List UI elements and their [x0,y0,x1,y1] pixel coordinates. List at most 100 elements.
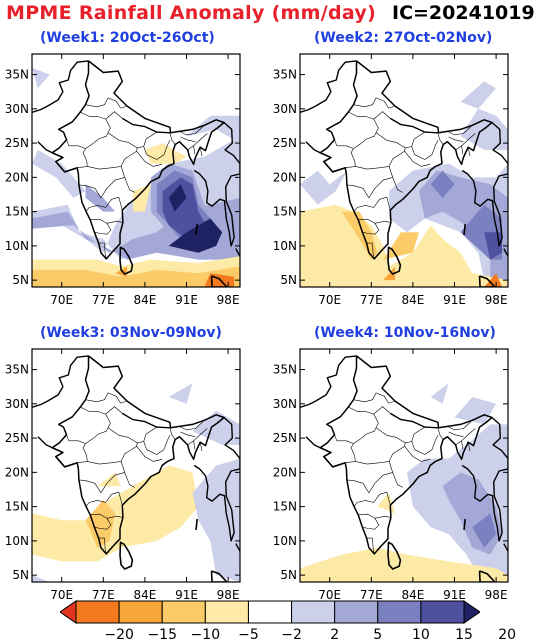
afghan-border [300,355,357,408]
lat-tick-label: 15N [5,205,29,219]
sumatra-outline [210,275,228,287]
colorbar-label: −5 [238,627,259,643]
map-frame [299,53,509,288]
sumatra-outline [210,570,228,582]
state-boundary [120,461,135,488]
lon-tick-label: 77E [360,293,383,307]
lat-tick-label: 30N [273,102,297,116]
state-boundary [78,472,125,494]
anomaly-region-dry-strong [484,273,503,287]
state-boundary [85,392,128,404]
lon-tick-label: 77E [92,588,115,602]
colorbar-swatch [420,600,465,624]
state-boundary [375,426,425,444]
state-boundary [180,431,196,437]
colorbar-label: 5 [373,627,383,643]
colorbar-label: −2 [281,627,302,643]
lat-tick-label: 5N [280,568,297,582]
andaman-islands [463,518,467,531]
anomaly-region-wet-faint [32,67,50,89]
map-week1: 35N 30N 25N 20N 15N 10N 5N 70E 77E 84E 91E 98E [5,53,241,307]
state-boundary [375,131,425,149]
lon-tick-label: 84E [133,588,156,602]
state-boundary [120,166,135,193]
thai-gulf-border [235,543,240,552]
lat-tick-label: 5N [12,568,29,582]
colorbar-label: 2 [330,627,340,643]
state-boundary [461,133,476,147]
state-boundary [346,177,393,199]
state-boundary [78,177,125,199]
state-boundary [447,125,473,136]
colorbar [60,600,480,624]
pakistan-border [305,141,346,173]
burma-border [461,121,508,247]
india-border [51,60,225,260]
state-boundary [193,133,208,147]
anomaly-field [300,349,508,582]
lon-tick-label: 84E [401,588,424,602]
nepal-s-border [389,117,438,134]
state-boundary [353,491,391,507]
map-outlines [300,355,508,582]
map-frame [31,53,241,288]
lat-tick-label: 15N [273,500,297,514]
anomaly-region-wet-faint [300,170,348,205]
map-frame [299,348,509,583]
colorbar-label: 15 [455,627,473,643]
colorbar-label: −20 [104,627,134,643]
anomaly-region-wet-faint [192,410,240,445]
state-boundary [388,166,403,193]
map-panel-week2: (Week2: 27Oct-02Nov) 35N 30N 25N 20N 15N 10N 5… [268,29,535,349]
state-boundary [373,111,391,120]
anomaly-region-wet-faint [32,575,50,582]
afghan-border [32,60,89,113]
state-boundary [358,218,380,235]
state-boundary [85,97,128,109]
state-boundary [98,537,107,554]
nepal-s-border [121,412,170,429]
sumatra-outline [478,275,496,287]
lon-tick-label: 98E [217,588,240,602]
sri-lanka-outline [119,541,134,570]
map-week3: 35N 30N 25N 20N 15N 10N 5N 70E 77E 84E 91E 98E [5,348,241,602]
map-panel-week1: (Week1: 20Oct-26Oct) 35N 30N 25N 20N 15N 10N 5… [0,29,268,349]
state-boundary [107,426,157,444]
state-boundary [437,427,444,440]
state-boundary [374,220,391,224]
lat-tick-label: 30N [273,397,297,411]
map-frame [31,348,241,583]
lat-tick-label: 15N [273,205,297,219]
colorbar-label: 10 [411,627,430,643]
anomaly-region-wet-faint [460,81,497,109]
sri-lanka-outline [387,541,402,570]
anomaly-region-wet-faint [186,115,240,144]
state-boundary [187,440,196,450]
andaman-islands [195,518,199,531]
lat-tick-label: 25N [5,136,29,150]
panel-title-week3: (Week3: 03Nov-09Nov) [40,325,222,341]
state-boundary [98,242,107,259]
nepal-s-border [389,412,438,429]
anomaly-region-wet-faint [168,383,193,404]
anomaly-region-dry-light [383,232,419,260]
main-title: MPME Rainfall Anomaly (mm/day) [6,2,377,24]
state-boundary [187,145,196,155]
state-boundary [199,442,203,452]
map-week4: 35N 30N 25N 20N 15N 10N 5N 70E 77E 84E 91E 98E [273,348,509,602]
lat-tick-label: 10N [273,534,297,548]
map-panel-week3: (Week3: 03Nov-09Nov) 35N 30N 25N 20N 15N 10N 5… [0,324,268,644]
colorbar-label: −15 [147,627,177,643]
state-boundary [106,220,123,224]
state-boundary [107,131,157,149]
lat-tick-label: 35N [5,68,29,82]
state-boundary [334,406,379,444]
panel-title-week1: (Week1: 20Oct-26Oct) [40,30,215,46]
state-boundary [455,440,464,450]
state-boundary [85,491,123,507]
colorbar-swatch [334,600,379,624]
india-border [319,355,493,555]
thai-gulf-border [503,543,508,552]
lat-tick-label: 20N [5,465,29,479]
state-boundary [136,151,163,167]
